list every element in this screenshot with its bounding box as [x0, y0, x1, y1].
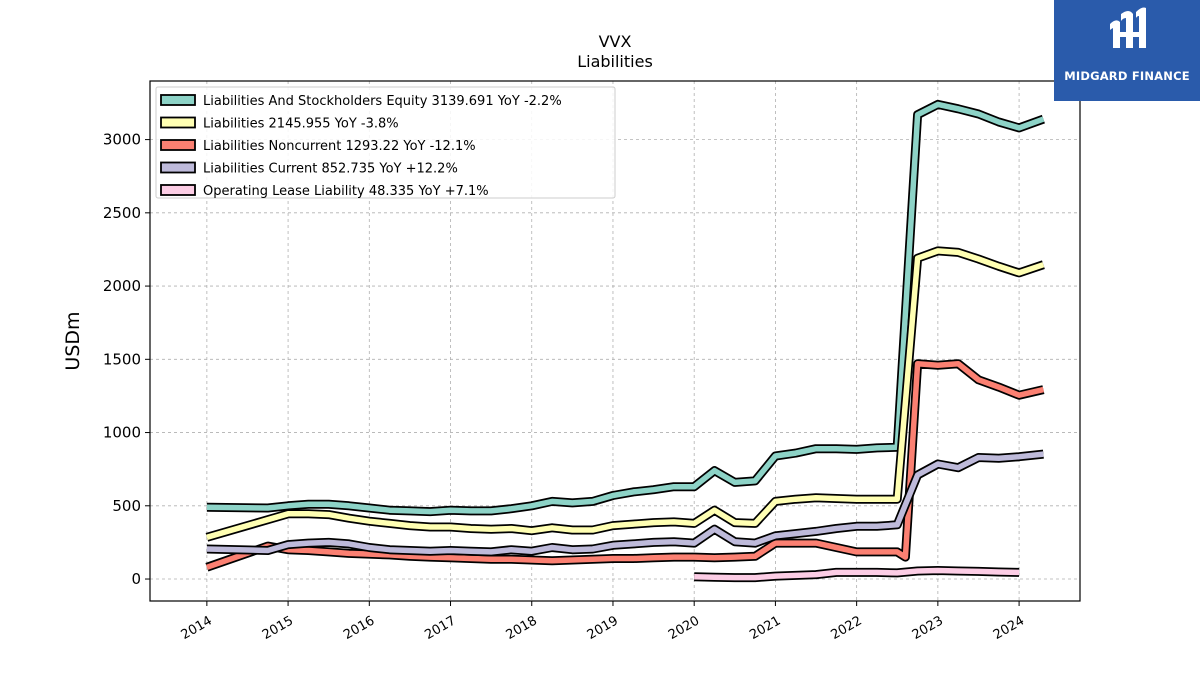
- brand-name: MIDGARD FINANCE: [1064, 69, 1190, 83]
- legend-label: Liabilities And Stockholders Equity 3139…: [203, 94, 562, 109]
- chart-subtitle: Liabilities: [577, 52, 653, 71]
- brand-logo: MIDGARD FINANCE: [1054, 0, 1200, 101]
- legend-swatch: [160, 139, 196, 151]
- legend-label: Liabilities Noncurrent 1293.22 YoY -12.1…: [203, 139, 476, 154]
- x-tick-label: 2015: [260, 613, 296, 643]
- mf-monogram-icon: [1110, 7, 1146, 48]
- x-tick-label: 2018: [504, 613, 540, 643]
- y-tick-label: 2500: [103, 204, 141, 222]
- y-tick-label: 500: [112, 497, 141, 515]
- x-tick-label: 2014: [179, 613, 215, 643]
- y-tick-label: 0: [131, 570, 141, 588]
- y-tick-label: 1000: [103, 424, 141, 442]
- x-tick-label: 2017: [422, 613, 458, 643]
- legend-swatch: [160, 94, 196, 106]
- series-line: [205, 360, 1045, 570]
- series-layer: [205, 99, 1045, 583]
- x-tick-label: 2024: [991, 613, 1027, 643]
- grid: [150, 81, 1080, 601]
- x-tick-label: 2023: [910, 613, 946, 643]
- legend: Liabilities And Stockholders Equity 3139…: [155, 86, 616, 199]
- x-tick-label: 2016: [341, 613, 377, 643]
- series-line: [206, 248, 1045, 540]
- y-axis-label: USDm: [62, 311, 84, 370]
- x-tick-label: 2022: [828, 613, 864, 643]
- series-line: [206, 451, 1044, 555]
- legend-label: Liabilities Current 852.735 YoY +12.2%: [203, 162, 458, 177]
- x-tick-label: 2021: [747, 613, 783, 643]
- y-axis: 0 500 1000 1500 2000 2500 3000: [103, 131, 150, 588]
- legend-label: Operating Lease Liability 48.335 YoY +7.…: [203, 184, 489, 199]
- series-line: [206, 101, 1045, 515]
- series-line: [694, 567, 1020, 581]
- x-tick-label: 2020: [666, 613, 702, 643]
- legend-swatch: [160, 161, 196, 174]
- legend-swatch: [160, 116, 196, 129]
- legend-swatch: [160, 184, 196, 196]
- plot-frame: [149, 80, 1081, 602]
- y-tick-label: 3000: [103, 131, 141, 149]
- y-tick-label: 1500: [103, 350, 141, 368]
- x-axis: 2014 2015 2016 2017 2018 2019 2020 2021 2022 2023…: [179, 601, 1027, 643]
- chart-title: VVX: [599, 32, 632, 51]
- legend-box: [155, 86, 616, 199]
- legend-label: Liabilities 2145.955 YoY -3.8%: [203, 117, 399, 132]
- x-tick-label: 2019: [585, 613, 621, 643]
- y-tick-label: 2000: [103, 277, 141, 295]
